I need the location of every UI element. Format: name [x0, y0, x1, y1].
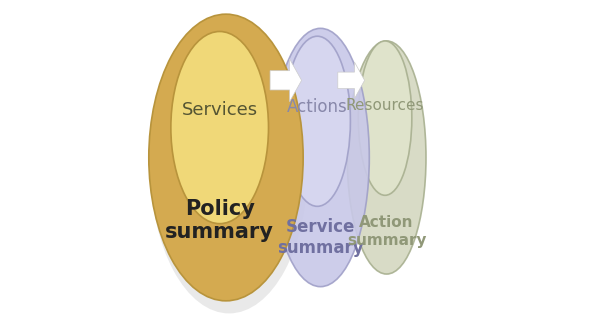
- Ellipse shape: [358, 41, 412, 195]
- Text: Services: Services: [182, 101, 258, 119]
- Ellipse shape: [272, 28, 370, 287]
- Ellipse shape: [284, 36, 350, 206]
- Ellipse shape: [347, 41, 426, 274]
- Text: Service
summary: Service summary: [277, 218, 364, 257]
- Ellipse shape: [149, 14, 303, 301]
- Text: Actions: Actions: [287, 98, 348, 116]
- Text: Policy
summary: Policy summary: [165, 199, 274, 242]
- Text: Resources: Resources: [346, 98, 424, 113]
- Polygon shape: [270, 59, 302, 102]
- Text: Action
summary: Action summary: [347, 215, 427, 248]
- Ellipse shape: [151, 20, 308, 313]
- Polygon shape: [338, 62, 365, 99]
- Ellipse shape: [171, 32, 269, 224]
